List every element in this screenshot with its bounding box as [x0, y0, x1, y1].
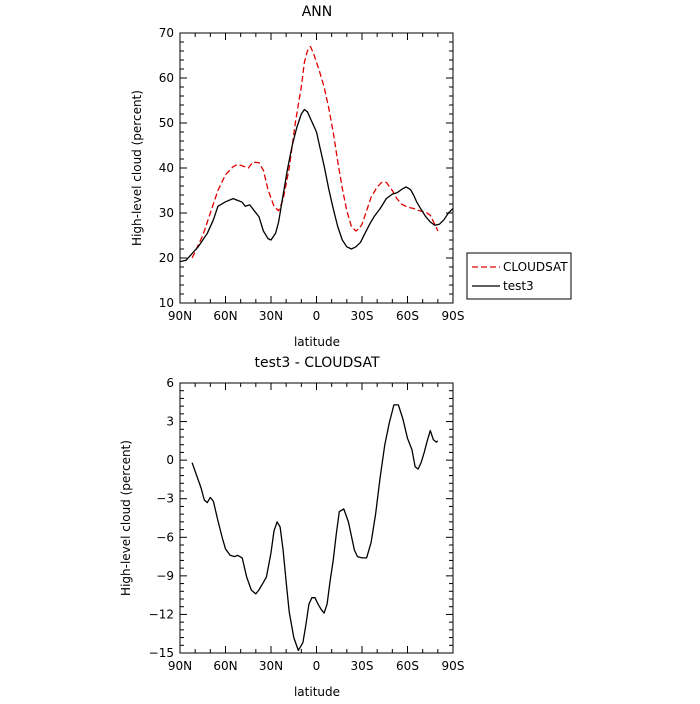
bottom-x-axis-label: latitude [294, 685, 340, 699]
top-x-tick-label: 30N [259, 309, 283, 323]
legend-box [466, 252, 572, 300]
bottom-axis-ticks: 90N 60N 30N 0 30S 60S 90S −15 −12 −9 −6 −3 0 3 6 [149, 376, 465, 673]
bottom-x-tick-label: 90N [168, 659, 192, 673]
top-plot-frame [179, 32, 454, 304]
top-y-tick-label: 40 [159, 161, 174, 175]
top-series-group [179, 45, 454, 263]
bottom-plot-frame [179, 382, 454, 654]
top-x-tick-label: 60N [213, 309, 237, 323]
top-y-tick-label: 10 [159, 296, 174, 310]
bottom-panel: test3 - CLOUDSAT High-level cloud (perce… [119, 355, 464, 699]
bottom-y-tick-label: 3 [166, 415, 174, 429]
bottom-y-tick-label: −6 [156, 530, 174, 544]
bottom-chart-title: test3 - CLOUDSAT [254, 355, 380, 371]
top-panel: ANN High-level cloud (percent) latitude … [130, 4, 464, 349]
bottom-x-tick-label: 30N [259, 659, 283, 673]
top-x-axis-label: latitude [294, 335, 340, 349]
bottom-x-tick-label: 60N [213, 659, 237, 673]
top-chart-title: ANN [302, 4, 333, 20]
bottom-x-tick-label: 60S [396, 659, 419, 673]
legend: CLOUDSAT test3 [466, 252, 572, 300]
bottom-y-tick-label: −15 [149, 646, 174, 660]
legend-cloudsat-label: CLOUDSAT [503, 260, 568, 274]
bottom-series-line-0 [191, 404, 439, 652]
top-y-tick-label: 70 [159, 26, 174, 40]
bottom-y-tick-label: 0 [166, 453, 174, 467]
bottom-series-group [191, 404, 439, 652]
top-x-tick-label: 0 [313, 309, 321, 323]
top-y-axis-label: High-level cloud (percent) [130, 90, 144, 246]
top-y-tick-label: 20 [159, 251, 174, 265]
bottom-y-tick-label: −3 [156, 492, 174, 506]
top-axis-ticks: 90N 60N 30N 0 30S 60S 90S 10 20 30 40 50 60 70 [159, 26, 465, 323]
top-x-tick-label: 90S [442, 309, 465, 323]
top-x-tick-label: 30S [351, 309, 374, 323]
top-y-tick-label: 50 [159, 116, 174, 130]
top-x-tick-label: 90N [168, 309, 192, 323]
bottom-x-tick-label: 0 [313, 659, 321, 673]
top-y-tick-label: 60 [159, 71, 174, 85]
bottom-y-tick-label: 6 [166, 376, 174, 390]
bottom-y-tick-label: −12 [149, 607, 174, 621]
top-series-cloudsat [191, 45, 439, 259]
bottom-y-axis-label: High-level cloud (percent) [119, 440, 133, 596]
legend-test3-label: test3 [503, 279, 534, 293]
top-x-tick-label: 60S [396, 309, 419, 323]
bottom-x-tick-label: 30S [351, 659, 374, 673]
top-y-tick-label: 30 [159, 206, 174, 220]
bottom-x-tick-label: 90S [442, 659, 465, 673]
top-series-test3 [179, 108, 454, 263]
bottom-y-tick-label: −9 [156, 569, 174, 583]
